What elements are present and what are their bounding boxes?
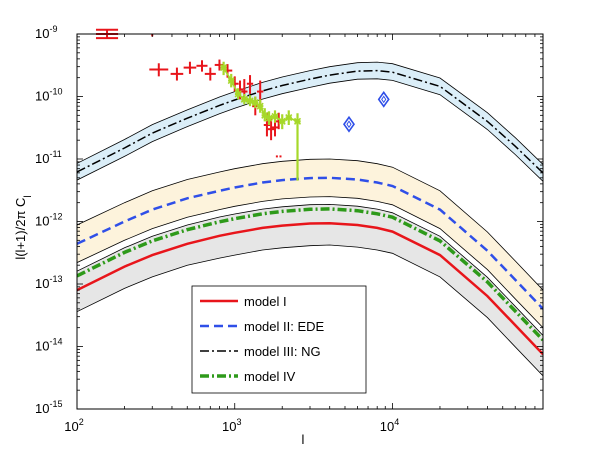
x-tick-base: 10 (64, 419, 78, 434)
y-tick-label: 10-11 (35, 149, 62, 166)
series-line-1 (77, 176, 543, 310)
legend-item: model IV (200, 369, 296, 384)
x-tick-exponent: 4 (394, 417, 399, 427)
y-tick-exponent: -13 (49, 274, 62, 284)
y-tick-base: 10 (35, 151, 49, 166)
data-point-red-4 (183, 61, 197, 74)
data-point-red-5 (196, 60, 208, 72)
legend-label: model IV (244, 369, 296, 384)
y-tick-exponent: -11 (49, 149, 61, 159)
data-point-red-19 (275, 155, 278, 158)
band-lower-edge-0 (77, 244, 543, 377)
data-point-red-16 (267, 118, 275, 141)
legend-item: model III: NG (200, 344, 321, 359)
y-tick-exponent: -15 (49, 399, 62, 409)
y-tick-exponent: -9 (49, 24, 57, 34)
legend-item: model II: EDE (200, 319, 325, 334)
y-tick-base: 10 (35, 26, 49, 41)
model-lines (77, 69, 543, 356)
y-axis-label-main: l(l+1)/2π C (13, 198, 28, 260)
y-tick-label: 10-14 (35, 337, 62, 354)
y-tick-label: 10-12 (35, 212, 62, 229)
band-upper-edge-1 (77, 158, 543, 291)
legend-label: model I (244, 294, 287, 309)
band-fill-1 (77, 159, 543, 328)
data-point-red-6 (204, 67, 216, 81)
y-axis-label: l(l+1)/2π Cl (13, 195, 34, 259)
y-tick-base: 10 (35, 401, 49, 416)
y-tick-label: 10-15 (35, 399, 62, 416)
x-tick-label: 102 (64, 417, 83, 434)
band-upper-edge-2 (77, 61, 543, 165)
y-tick-base: 10 (35, 214, 49, 229)
y-tick-exponent: -14 (49, 337, 62, 347)
band-fill-2 (77, 62, 543, 182)
x-tick-label: 104 (380, 417, 399, 434)
y-tick-label: 10-13 (35, 274, 62, 291)
series-line-0 (77, 221, 543, 356)
y-tick-label: 10-9 (35, 24, 57, 41)
series-line-3 (77, 207, 543, 342)
legend-label: model II: EDE (244, 319, 325, 334)
band-lower-edge-1 (77, 196, 543, 328)
data-point-diamond-0 (343, 115, 355, 133)
x-tick-base: 10 (380, 419, 394, 434)
y-axis-label-subscript: l (23, 195, 34, 197)
y-tick-base: 10 (35, 276, 49, 291)
data-point-red-2 (149, 63, 169, 77)
legend: model I model II: EDE model III: NG model I… (191, 285, 367, 394)
band-lower-edge-2 (77, 78, 543, 182)
y-tick-exponent: -12 (49, 212, 62, 222)
x-tick-exponent: 3 (236, 417, 241, 427)
x-tick-base: 10 (222, 419, 236, 434)
data-point-red-12 (246, 75, 254, 94)
axis-ticks: 102 103 10410-910-1010-1110-1210-1310-1410… (35, 24, 544, 434)
y-tick-base: 10 (35, 339, 49, 354)
data-point-diamond-1 (377, 90, 390, 108)
x-axis-label: l (302, 432, 305, 447)
x-tick-exponent: 2 (79, 417, 84, 427)
lime-data-connector (222, 67, 298, 123)
legend-label: model III: NG (244, 344, 321, 359)
band-upper-edge-0 (77, 203, 543, 336)
y-tick-label: 10-10 (35, 87, 62, 104)
data-point-red-20 (279, 155, 282, 158)
legend-item: model I (200, 294, 287, 309)
y-tick-exponent: -10 (49, 87, 62, 97)
series-line-2 (77, 69, 543, 174)
data-point-red-3 (170, 67, 184, 81)
y-tick-base: 10 (35, 89, 49, 104)
x-tick-label: 103 (222, 417, 241, 434)
